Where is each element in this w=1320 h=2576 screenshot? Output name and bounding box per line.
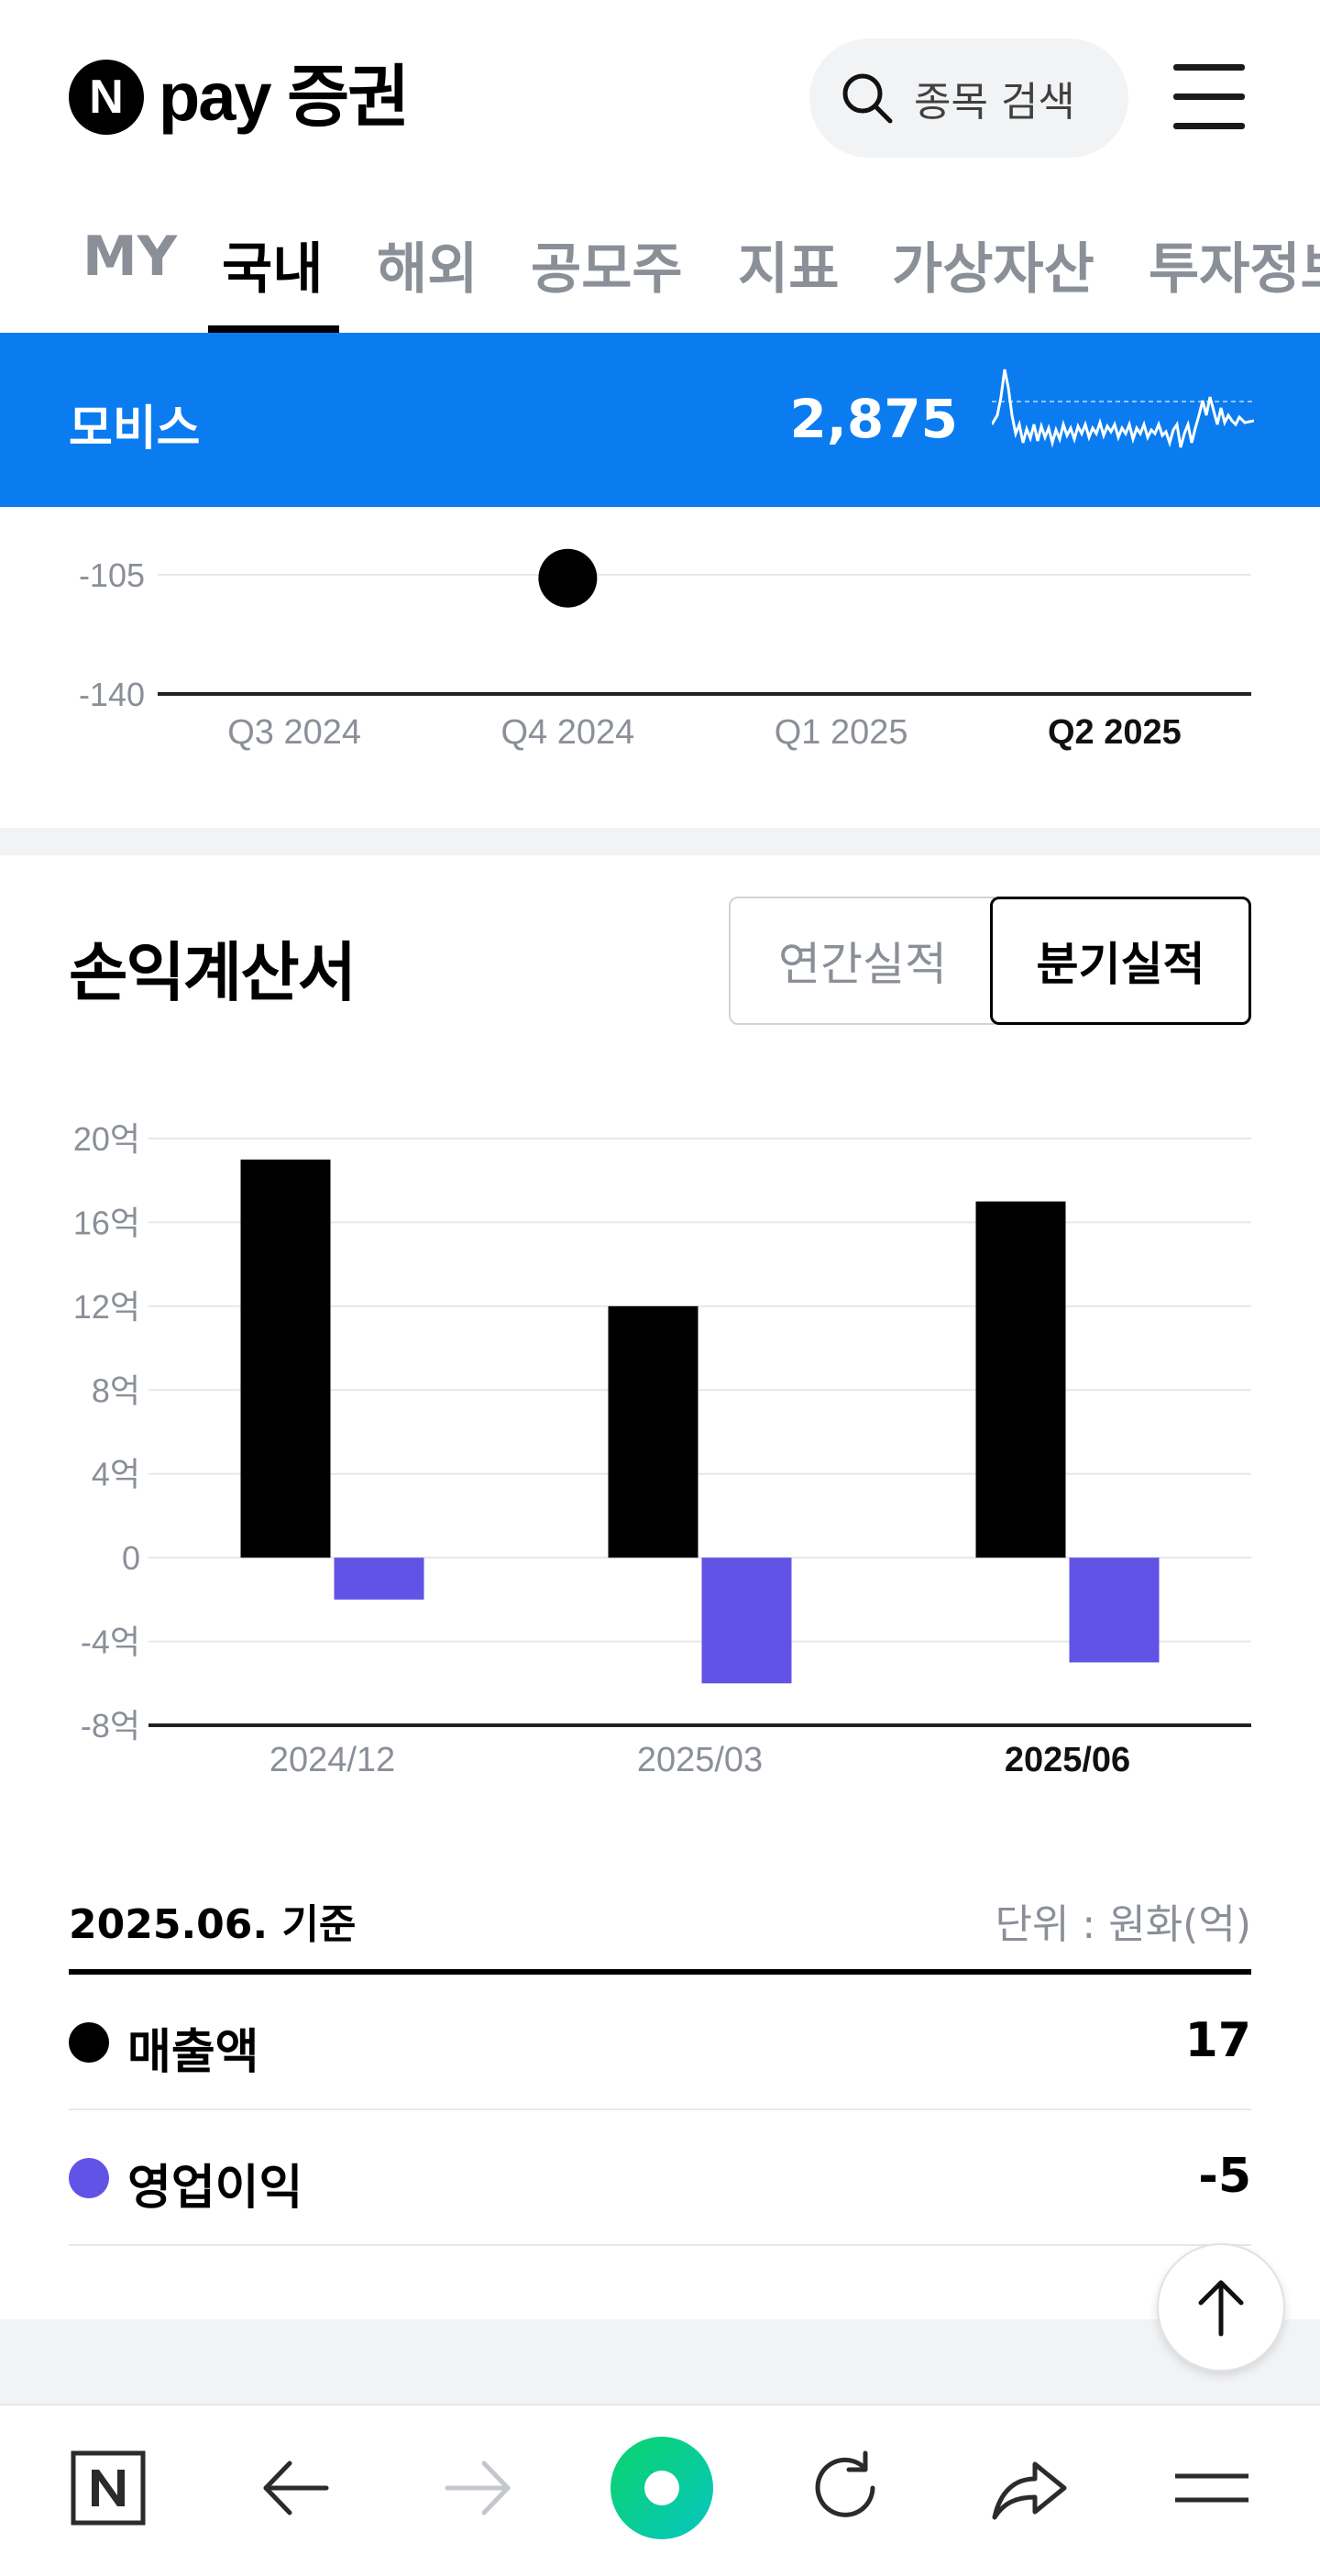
- back-arrow-icon: [263, 2460, 329, 2515]
- legend-value: 17: [1184, 2013, 1251, 2068]
- scroll-to-top-button[interactable]: [1157, 2243, 1285, 2372]
- y-tick-label: -140: [79, 676, 145, 713]
- legend-label: 매출액: [127, 2025, 259, 2080]
- stock-name: 모비스: [69, 402, 201, 457]
- y-tick-label: 0: [122, 1539, 140, 1577]
- green-circle-icon: [610, 2437, 713, 2539]
- y-tick-label: 4억: [92, 1456, 140, 1493]
- x-tick-label: 2025/06: [1005, 1741, 1130, 1779]
- y-tick-label: 12억: [73, 1288, 140, 1326]
- stock-summary-bar[interactable]: 모비스 2,875: [0, 333, 1320, 507]
- logo-n-icon: N: [69, 60, 144, 135]
- x-tick-label: Q1 2025: [775, 713, 908, 752]
- section-title-income-statement: 손익계산서: [69, 935, 357, 1010]
- legend-value: -5: [1198, 2149, 1251, 2204]
- quarterly-toggle-button[interactable]: 분기실적: [990, 897, 1251, 1025]
- x-tick-label: Q4 2024: [500, 713, 634, 752]
- income-statement-bar-chart: 20억 16억 12억 8억 4억 0 -4억 -8억 2024/12 2025/03 2025/0…: [73, 1120, 1251, 1779]
- tab-investment-info[interactable]: 투자정보: [1149, 237, 1320, 302]
- operating-profit-bar: [334, 1558, 424, 1600]
- y-tick-label: -8억: [81, 1707, 140, 1745]
- logo-text: pay 증권: [159, 59, 410, 135]
- refresh-button[interactable]: [790, 2433, 900, 2543]
- tab-my[interactable]: MY: [82, 225, 178, 289]
- refresh-icon: [815, 2450, 875, 2517]
- legend-row-operating-profit: 영업이익 -5: [69, 2110, 1251, 2246]
- x-tick-label: Q2 2025: [1048, 713, 1182, 752]
- period-toggle: 연간실적 분기실적: [729, 897, 1251, 1025]
- y-tick-label: 16억: [73, 1204, 140, 1241]
- sparkline: [992, 369, 1254, 448]
- naver-n-icon: [71, 2450, 146, 2526]
- search-placeholder: 종목 검색: [914, 79, 1075, 126]
- revenue-dot-icon: [69, 2022, 109, 2063]
- arrow-up-icon: [1198, 2280, 1244, 2337]
- naver-home-button[interactable]: [53, 2433, 163, 2543]
- tab-ipo[interactable]: 공모주: [531, 237, 683, 302]
- y-tick-label: 8억: [92, 1371, 140, 1409]
- active-tab-indicator: [208, 325, 339, 333]
- x-tick-label: 2024/12: [270, 1741, 395, 1779]
- unit-label: 단위 : 원화(억): [995, 1901, 1251, 1948]
- y-tick-label: -4억: [81, 1624, 140, 1661]
- section-divider: [0, 828, 1320, 855]
- browser-menu-button[interactable]: [1157, 2433, 1267, 2543]
- x-tick-label: Q3 2024: [227, 713, 361, 752]
- revenue-bar: [975, 1201, 1066, 1558]
- logo[interactable]: N pay 증권: [69, 59, 410, 135]
- market-tabs: MY 국내 해외 공모주 지표 가상자산 투자정보: [0, 197, 1320, 333]
- operating-profit-dot-icon: [69, 2158, 109, 2198]
- legend-row-revenue: 매출액 17: [69, 1975, 1251, 2110]
- y-tick-label: 20억: [73, 1120, 140, 1158]
- data-point: [538, 548, 598, 608]
- hamburger-icon: [1175, 2473, 1248, 2503]
- share-button[interactable]: [974, 2433, 1084, 2543]
- tab-overseas[interactable]: 해외: [377, 237, 478, 302]
- table-top-rule: [69, 1969, 1251, 1975]
- operating-profit-bar: [1069, 1558, 1160, 1663]
- menu-icon[interactable]: [1173, 62, 1247, 130]
- search-button[interactable]: 종목 검색: [809, 39, 1128, 158]
- x-tick-label: 2025/03: [637, 1741, 763, 1779]
- stock-price: 2,875: [789, 388, 958, 450]
- green-home-button[interactable]: [607, 2433, 717, 2543]
- browser-bottom-nav: [0, 2404, 1320, 2576]
- forward-button[interactable]: [424, 2433, 534, 2543]
- operating-profit-bar: [701, 1558, 792, 1684]
- previous-chart: -105 -140 Q3 2024 Q4 2024 Q1 2025 Q2 2025: [79, 548, 1251, 752]
- revenue-bar: [608, 1305, 698, 1558]
- share-icon: [992, 2461, 1067, 2520]
- tab-domestic[interactable]: 국내: [222, 237, 324, 302]
- tab-crypto[interactable]: 가상자산: [892, 237, 1094, 302]
- search-icon: [842, 73, 893, 124]
- legend-label: 영업이익: [127, 2161, 303, 2216]
- back-button[interactable]: [240, 2433, 350, 2543]
- y-tick-label: -105: [79, 556, 145, 594]
- basis-date: 2025.06. 기준: [69, 1901, 357, 1948]
- tab-indicators[interactable]: 지표: [738, 237, 840, 302]
- forward-arrow-icon: [445, 2460, 511, 2515]
- revenue-bar: [240, 1159, 331, 1558]
- section-divider-bottom: [0, 2319, 1320, 2404]
- annual-toggle-button[interactable]: 연간실적: [729, 897, 995, 1025]
- basis-row: 2025.06. 기준 단위 : 원화(억): [69, 1875, 1251, 1957]
- app-header: N pay 증권 종목 검색: [0, 0, 1320, 197]
